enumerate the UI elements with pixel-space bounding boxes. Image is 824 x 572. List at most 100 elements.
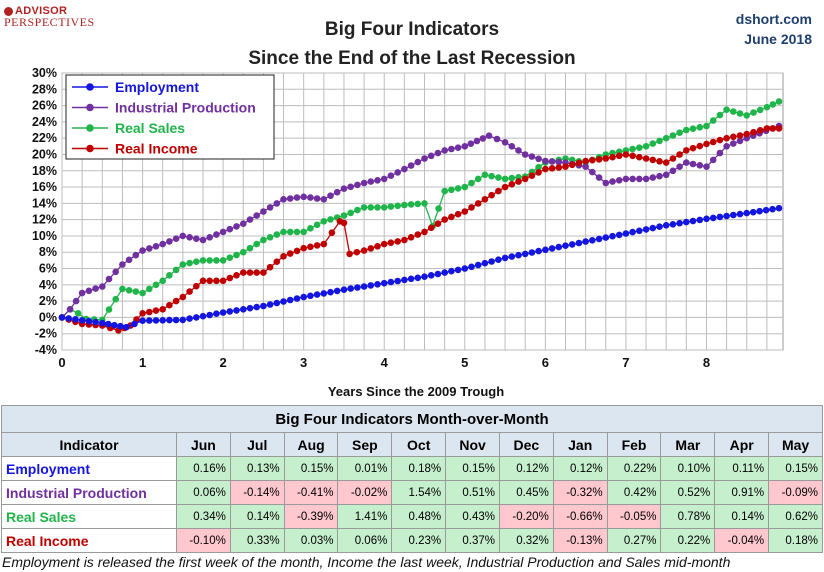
data-point-real-income [703,140,710,148]
data-point-employment [441,269,449,276]
data-point-real-sales [763,103,771,111]
data-point-real-sales [407,201,415,208]
data-point-industrial-production [683,159,690,166]
data-point-real-income [280,252,287,260]
data-point-real-sales [354,206,361,214]
data-point-industrial-production [622,175,630,183]
data-point-real-sales [320,218,328,225]
data-point-employment [562,242,569,249]
data-point-employment [649,224,657,232]
data-point-industrial-production [602,179,610,187]
data-point-employment [683,218,690,226]
data-point-employment [521,250,529,258]
data-point-employment [609,232,616,240]
legend-swatch-marker-industrial-production [86,103,94,112]
data-point-real-sales [756,106,764,114]
data-point-real-sales [166,272,173,279]
data-point-employment [555,243,563,251]
value-cell: -0.04% [714,528,770,553]
y-tick-label: 6% [39,262,57,276]
data-point-real-income [656,158,663,165]
data-point-real-income [629,152,636,160]
series-employment [58,204,783,331]
data-point-real-sales [105,306,113,313]
data-point-industrial-production [253,212,260,219]
data-point-industrial-production [427,152,435,160]
data-point-industrial-production [347,183,355,191]
data-point-real-income [427,224,435,232]
data-point-real-income [615,152,623,160]
data-point-employment [131,320,138,328]
month-header: Mar [660,432,716,457]
data-point-industrial-production [78,289,86,297]
data-point-real-sales [481,171,489,179]
data-point-real-income [273,258,281,266]
value-cell: 0.78% [660,504,716,529]
data-point-real-sales [219,257,227,264]
data-point-employment [434,270,442,278]
data-point-real-income [414,231,422,238]
value-cell: -0.20% [498,504,554,529]
y-tick-label: 28% [32,82,57,96]
data-point-employment [199,312,207,320]
data-point-real-sales [414,200,422,208]
legend-label-industrial-production: Industrial Production [115,100,256,116]
data-point-real-sales [676,129,683,136]
data-point-real-sales [629,145,636,153]
data-point-real-income [367,245,375,252]
data-point-industrial-production [179,232,187,240]
value-cell: 0.22% [660,528,716,553]
data-point-industrial-production [226,225,234,233]
data-point-real-income [568,161,576,169]
data-point-employment [72,316,79,323]
month-over-month-table: Big Four Indicators Month-over-Month Ind… [1,405,823,553]
data-point-real-income [769,125,777,132]
data-point-real-sales [146,285,153,293]
data-point-real-income [374,243,381,250]
data-point-real-sales [74,310,82,317]
data-point-real-income [266,263,274,271]
data-point-real-income [696,142,704,150]
y-tick-label: 24% [32,115,57,129]
value-cell: -0.02% [337,480,393,505]
data-point-real-income [528,172,536,179]
data-point-real-income [622,151,630,158]
data-point-industrial-production [260,208,267,215]
data-point-real-sales [300,228,308,236]
month-header: Aug [283,432,339,457]
value-cell: 1.41% [337,504,393,529]
data-point-real-income [649,156,657,164]
value-cell: 0.11% [714,456,770,481]
data-point-industrial-production [374,177,381,184]
value-cell: 1.54% [391,480,447,505]
data-point-industrial-production [119,261,126,268]
data-point-real-income [515,178,522,185]
data-point-industrial-production [662,171,670,179]
data-point-employment [213,310,220,318]
data-point-employment [273,299,281,307]
source-line1: dshort.com [735,11,812,27]
data-point-real-income [320,240,328,248]
data-point-real-income [199,277,207,285]
data-point-employment [394,277,402,285]
data-point-industrial-production [273,200,281,207]
data-point-real-sales [273,231,281,238]
data-point-real-income [179,293,187,301]
data-point-industrial-production [92,285,99,292]
data-point-real-income [307,243,314,251]
data-point-industrial-production [246,216,254,223]
x-axis-label: Years Since the 2009 Trough [328,384,504,399]
data-point-industrial-production [166,238,173,245]
data-point-industrial-production [293,194,301,201]
data-point-industrial-production [401,165,408,173]
data-point-industrial-production [240,220,247,227]
data-point-industrial-production [146,245,153,252]
data-point-employment [58,314,66,321]
data-point-real-income [589,156,596,164]
data-point-real-income [468,204,475,211]
y-tick-label: 12% [32,213,57,227]
data-point-employment [595,235,603,243]
data-point-real-income [387,239,395,246]
data-point-real-income [636,153,643,161]
y-tick-label: 2% [39,294,57,308]
